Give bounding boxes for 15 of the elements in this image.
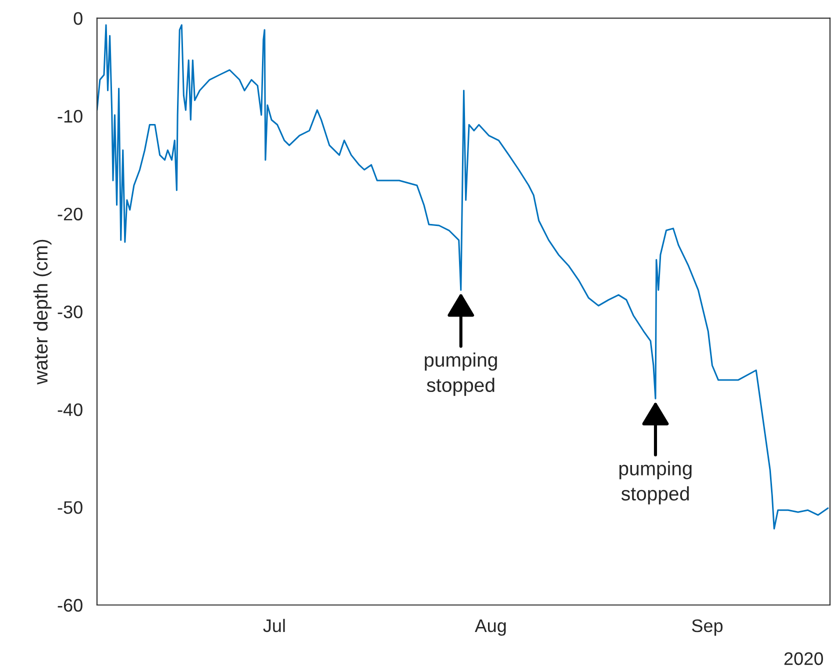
y-tick-label: -60: [58, 598, 82, 612]
y-tick-label: 0: [74, 12, 82, 25]
y-tick-label: -30: [58, 306, 82, 318]
x-tick-label: Aug: [474, 620, 506, 636]
text: 2020: [784, 652, 823, 666]
annotation: pumping stopped: [424, 352, 497, 396]
y-tick-label: -50: [58, 501, 82, 514]
y-tick-label: -40: [58, 403, 82, 416]
y-axis-title: water depth (cm): [33, 240, 52, 385]
annotation: pumping stopped: [619, 461, 692, 504]
y-tick-label: -10: [58, 110, 82, 123]
y-tick-label: -20: [58, 208, 82, 220]
line-series: [97, 24, 829, 530]
x-tick-label: Jul: [263, 618, 285, 632]
x-tick-label: Sep: [692, 619, 723, 636]
